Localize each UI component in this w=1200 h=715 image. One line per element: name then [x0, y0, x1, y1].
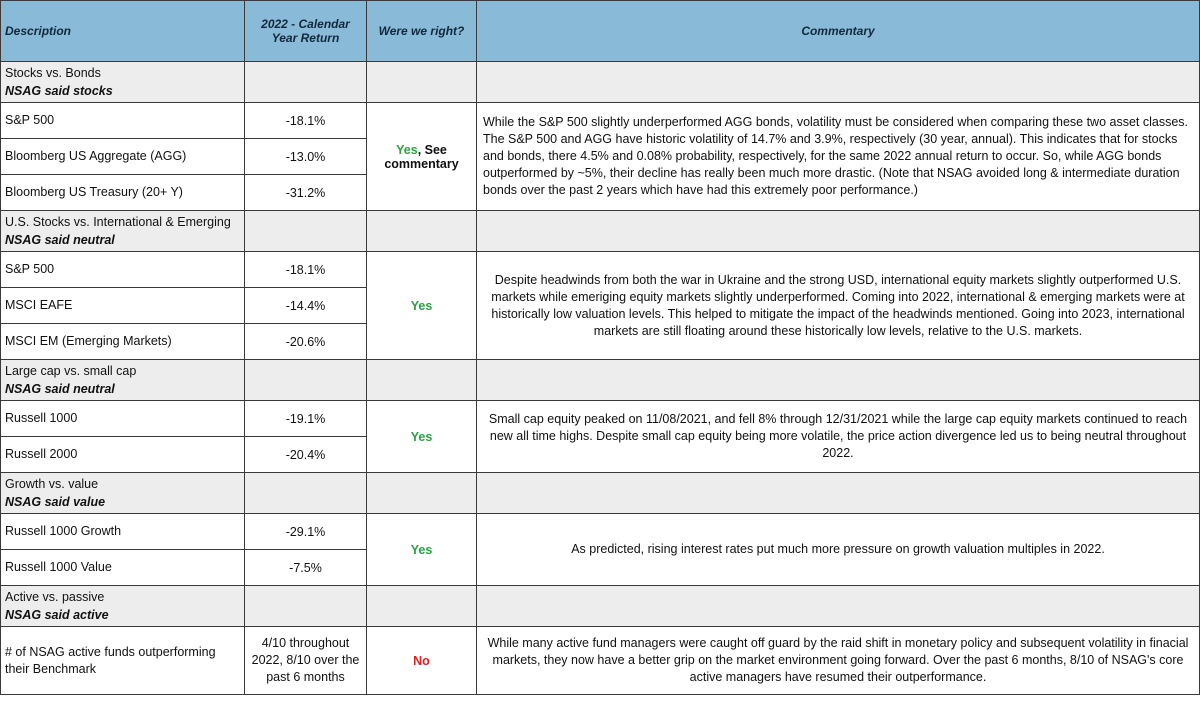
header-row: Description 2022 - Calendar Year Return …: [0, 0, 1200, 62]
table-row: Russell 1000 -19.1% Yes Small cap equity…: [0, 400, 1200, 473]
verdict-cell: Yes, See commentary: [366, 102, 477, 211]
row-return: -7.5%: [244, 549, 367, 586]
verdict-note: , See commentary: [384, 142, 459, 171]
commentary-cell: Small cap equity peaked on 11/08/2021, a…: [476, 400, 1200, 473]
row-return: -19.1%: [244, 400, 367, 437]
table-row: S&P 500 -18.1% Yes, See commentary While…: [0, 102, 1200, 211]
header-commentary: Commentary: [476, 0, 1200, 62]
row-return: -14.4%: [244, 287, 367, 324]
row-description: # of NSAG active funds outperforming the…: [0, 626, 245, 695]
category-row: Large cap vs. small cap NSAG said neutra…: [0, 359, 1200, 401]
category-call: NSAG said value: [5, 495, 106, 509]
row-description: MSCI EAFE: [0, 287, 245, 324]
category-title: Large cap vs. small cap: [5, 364, 137, 378]
table-row: MSCI EAFE -14.4%: [0, 287, 1200, 324]
row-description: Russell 1000: [0, 400, 245, 437]
category-title: Growth vs. value: [5, 477, 99, 491]
category-cell: Stocks vs. Bonds NSAG said stocks: [0, 61, 245, 103]
category-call: NSAG said active: [5, 608, 109, 622]
category-row: Active vs. passive NSAG said active: [0, 585, 1200, 627]
row-description: S&P 500: [0, 251, 245, 288]
verdict-cell: No: [366, 626, 477, 695]
row-description: Russell 1000 Value: [0, 549, 245, 586]
category-title: U.S. Stocks vs. International & Emerging: [5, 215, 231, 229]
row-return: -18.1%: [244, 251, 367, 288]
row-return: 4/10 throughout 2022, 8/10 over the past…: [244, 626, 367, 695]
category-call: NSAG said neutral: [5, 233, 115, 247]
row-description: Russell 1000 Growth: [0, 513, 245, 550]
category-cell: U.S. Stocks vs. International & Emerging…: [0, 210, 245, 252]
category-cell: Active vs. passive NSAG said active: [0, 585, 245, 627]
verdict-yes: Yes: [396, 142, 418, 157]
row-description: MSCI EM (Emerging Markets): [0, 323, 245, 360]
commentary-cell: While the S&P 500 slightly underperforme…: [476, 102, 1200, 211]
row-return: -20.6%: [244, 323, 367, 360]
header-description: Description: [0, 0, 245, 62]
row-return: -20.4%: [244, 436, 367, 473]
returns-table: Description 2022 - Calendar Year Return …: [0, 0, 1200, 695]
category-title: Active vs. passive: [5, 590, 105, 604]
row-description: S&P 500: [0, 102, 245, 139]
row-description: Russell 2000: [0, 436, 245, 473]
row-return: -29.1%: [244, 513, 367, 550]
table-row: Russell 2000 -20.4%: [0, 436, 1200, 473]
verdict-cell: Yes: [366, 251, 477, 360]
row-return: -13.0%: [244, 138, 367, 175]
category-cell: Large cap vs. small cap NSAG said neutra…: [0, 359, 245, 401]
table-row: # of NSAG active funds outperforming the…: [0, 626, 1200, 695]
table-row: S&P 500 -18.1% Yes Despite headwinds fro…: [0, 251, 1200, 360]
commentary-cell: Despite headwinds from both the war in U…: [476, 251, 1200, 360]
category-row: Stocks vs. Bonds NSAG said stocks: [0, 61, 1200, 103]
table-row: Bloomberg US Treasury (20+ Y) -31.2%: [0, 174, 1200, 211]
category-cell: Growth vs. value NSAG said value: [0, 472, 245, 514]
category-call: NSAG said neutral: [5, 382, 115, 396]
verdict-cell: Yes: [366, 400, 477, 473]
row-return: -18.1%: [244, 102, 367, 139]
verdict-cell: Yes: [366, 513, 477, 586]
category-title: Stocks vs. Bonds: [5, 66, 101, 80]
header-were-we-right: Were we right?: [366, 0, 477, 62]
category-row: Growth vs. value NSAG said value: [0, 472, 1200, 514]
table-row: MSCI EM (Emerging Markets) -20.6%: [0, 323, 1200, 360]
row-description: Bloomberg US Aggregate (AGG): [0, 138, 245, 175]
header-return: 2022 - Calendar Year Return: [244, 0, 367, 62]
commentary-cell: While many active fund managers were cau…: [476, 626, 1200, 695]
commentary-cell: As predicted, rising interest rates put …: [476, 513, 1200, 586]
row-return: -31.2%: [244, 174, 367, 211]
category-call: NSAG said stocks: [5, 84, 113, 98]
category-row: U.S. Stocks vs. International & Emerging…: [0, 210, 1200, 252]
table-row: Russell 1000 Growth -29.1% Yes As predic…: [0, 513, 1200, 586]
row-description: Bloomberg US Treasury (20+ Y): [0, 174, 245, 211]
